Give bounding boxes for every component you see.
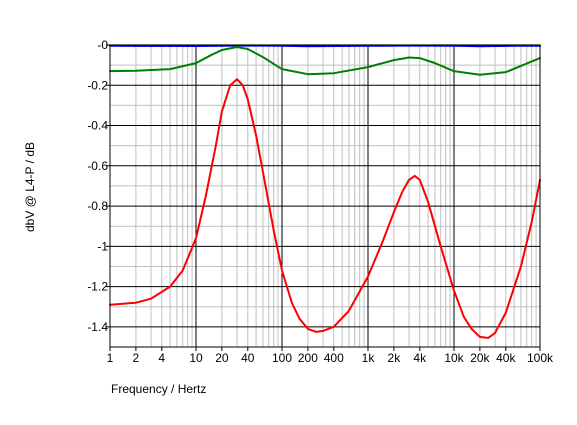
series-line-2 — [109, 44, 541, 48]
y-tick-label: -1.4 — [87, 320, 108, 334]
series-line-4 — [109, 78, 541, 339]
y-tick-label: -0.2 — [87, 78, 108, 92]
x-axis-title: Frequency / Hertz — [111, 382, 206, 396]
y-tick-label: -0 — [97, 38, 108, 52]
series-line-3 — [109, 46, 541, 76]
y-tick-label: -0.4 — [87, 119, 108, 133]
plot-border — [109, 44, 541, 348]
x-tick-label: 1k — [362, 351, 376, 365]
x-tick-label: 20 — [215, 351, 229, 365]
x-tick-label: 10k — [444, 351, 464, 365]
x-tick-label: 40 — [241, 351, 255, 365]
y-tick-label: -1.2 — [87, 280, 108, 294]
x-tick-label: 40k — [496, 351, 516, 365]
y-tick-label: -0.6 — [87, 159, 108, 173]
x-tick-label: 4k — [413, 351, 427, 365]
x-tick-label: 2k — [388, 351, 402, 365]
x-tick-label: 4 — [158, 351, 165, 365]
x-tick-label: 100k — [527, 351, 554, 365]
x-tick-label: 400 — [324, 351, 344, 365]
x-tick-label: 10 — [189, 351, 203, 365]
plot-frame — [106, 44, 541, 351]
x-tick-label: 20k — [470, 351, 490, 365]
x-tick-label: 200 — [298, 351, 318, 365]
x-tick-label: 2 — [133, 351, 140, 365]
y-tick-label: -0.8 — [87, 199, 108, 213]
x-tick-label: 1 — [107, 351, 114, 365]
y-tick-label: -1 — [97, 239, 108, 253]
grid-lines — [109, 44, 541, 347]
y-axis-title: dbV @ L4-P / dB — [23, 142, 37, 232]
tick-labels: 1 2 4 10 20 40 100 200 400 1k 2k 4k 10k 20k 40k 100k -0 -… — [87, 38, 554, 365]
x-tick-label: 100 — [272, 351, 292, 365]
